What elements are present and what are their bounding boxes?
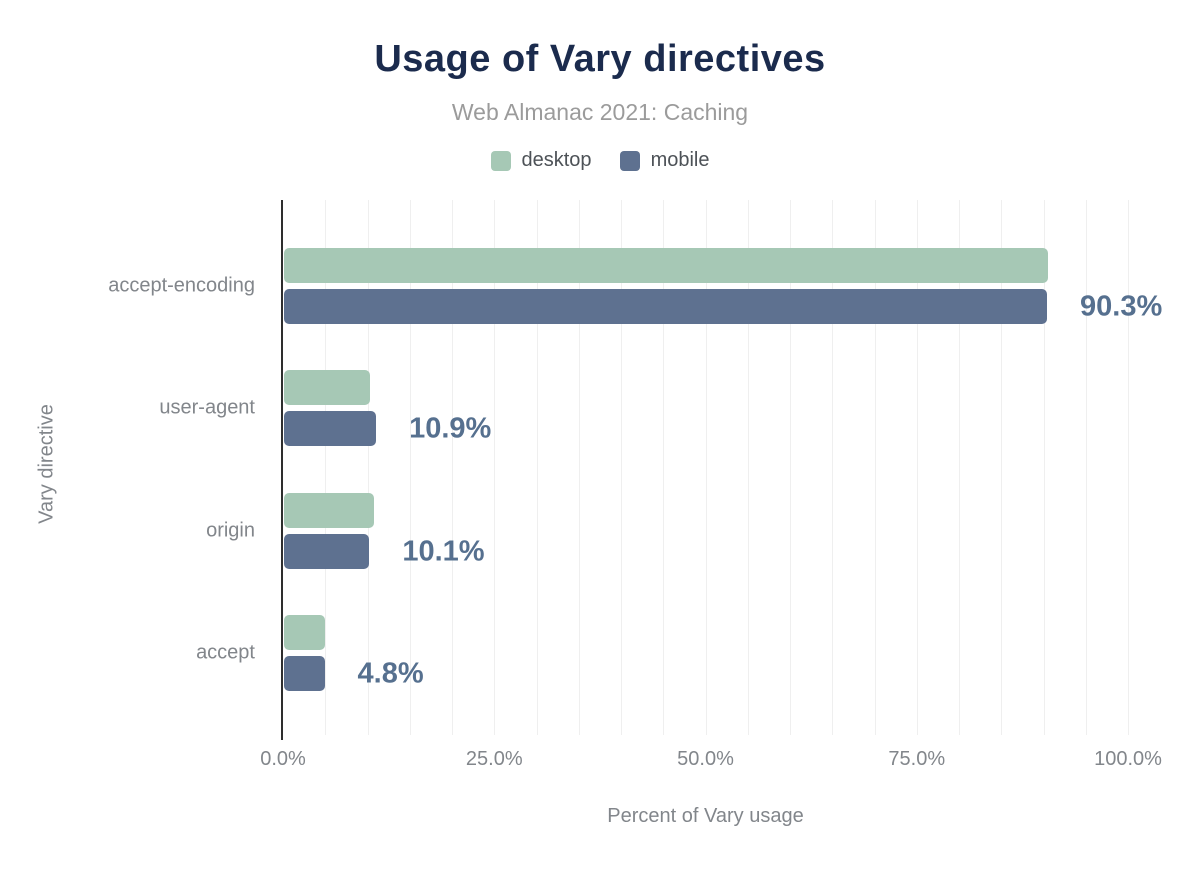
gridline [1085,200,1087,735]
x-tick-label: 75.0% [888,748,946,770]
gridline [578,200,580,735]
value-label-accept: 4.8% [357,657,424,689]
gridline [747,200,749,735]
gridline [705,200,707,735]
category-axis: accept-encoding user-agent origin accept [0,200,269,735]
chart-subtitle: Web Almanac 2021: Caching [451,99,749,125]
gridline [663,200,665,735]
x-tick-label: 0.0% [260,748,306,770]
x-tick-label: 100.0% [1094,748,1162,770]
category-label-user-agent: user-agent [159,396,255,419]
gridline [494,200,496,735]
gridline [874,200,876,735]
legend-item-mobile: mobile [619,149,710,172]
legend-label: mobile [650,149,710,171]
gridline [832,200,834,735]
x-tick-label: 25.0% [465,748,523,770]
plot-area: 90.3% 10.9% 10.1% 4.8% [281,200,1162,740]
bar-desktop-user-agent [284,370,371,405]
gridline [1128,200,1129,735]
gridline [959,200,960,735]
bar-desktop-accept [284,615,326,650]
value-label-user-agent: 10.9% [409,412,492,444]
legend-swatch-icon [619,150,640,171]
x-axis-ticks: 0.0% 25.0% 50.0% 75.0% 100.0% [260,748,1162,774]
gridline [367,200,369,735]
bar-desktop-accept-encoding [284,248,1048,283]
bar-mobile-accept [284,656,325,691]
chart-title: Usage of Vary directives [374,38,826,80]
gridline [790,200,791,735]
bar-mobile-origin [284,534,370,569]
y-axis-line [281,200,283,740]
gridline [916,200,918,735]
gridline [1043,200,1045,735]
category-label-origin: origin [206,519,255,542]
gridline [536,200,538,735]
value-label-accept-encoding: 90.3% [1080,290,1163,322]
gridline [621,200,622,735]
x-axis-title: Percent of Vary usage [607,805,804,827]
x-tick-label: 50.0% [677,748,734,770]
gridline [452,200,453,735]
legend-label: desktop [521,149,592,171]
bar-desktop-origin [284,493,374,528]
legend-swatch-icon [490,150,511,171]
gridline [1001,200,1003,735]
gridline [409,200,411,735]
bar-mobile-user-agent [284,411,377,446]
bar-mobile-accept-encoding [284,289,1048,324]
legend: desktop mobile [0,149,1200,172]
value-label-origin: 10.1% [402,535,485,567]
gridline [325,200,327,735]
category-label-accept-encoding: accept-encoding [108,274,255,297]
category-label-accept: accept [196,641,255,664]
legend-item-desktop: desktop [490,149,592,172]
